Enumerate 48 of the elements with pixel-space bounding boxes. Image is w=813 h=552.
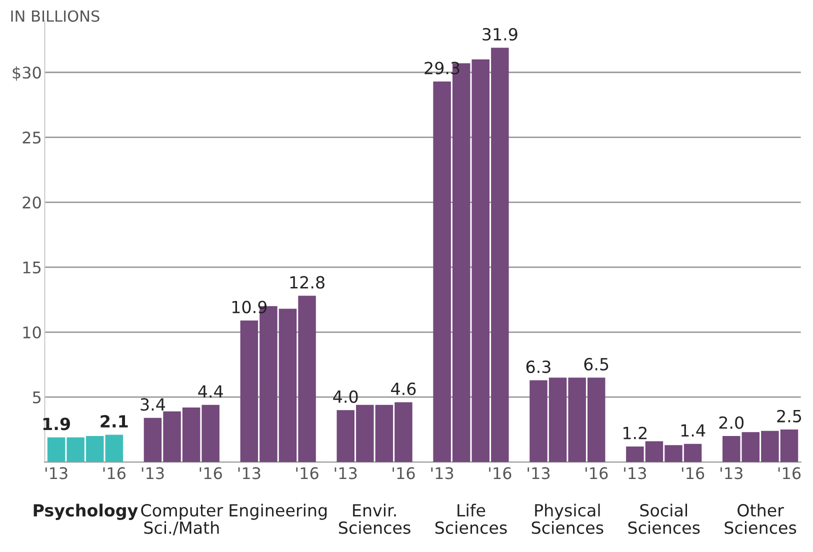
data-label: 3.4	[140, 398, 166, 411]
y-axis-title: IN BILLIONS	[11, 10, 100, 22]
x-tick-label: '16	[200, 467, 222, 480]
x-tick-label: '13	[45, 467, 68, 480]
text: Computer Sci./Math	[141, 504, 224, 536]
text: Physical Sciences	[532, 504, 604, 534]
x-tick-label: '16	[296, 467, 318, 480]
x-tick-label: '13	[334, 467, 357, 480]
data-label: 4.4	[198, 385, 223, 398]
data-label: 10.9	[232, 300, 267, 314]
y-tick-label: 25	[22, 132, 41, 144]
text: Engineering	[230, 504, 327, 520]
bar	[105, 434, 124, 462]
data-label: 1.2	[624, 426, 647, 440]
data-label: 12.8	[290, 276, 324, 289]
data-label: 2.5	[777, 410, 802, 422]
x-tick-label: '13	[142, 467, 164, 480]
x-tick-label: '13	[720, 467, 742, 480]
text: Other Sciences	[724, 504, 796, 534]
x-tick-label: '13	[238, 467, 260, 480]
y-tick-label: 5	[33, 392, 41, 404]
x-tick-label: '13	[528, 467, 550, 480]
x-tick-label: '13	[624, 467, 646, 480]
x-tick-label: '13	[431, 467, 454, 480]
data-label: 4.0	[333, 390, 358, 403]
x-tick-label: '16	[489, 467, 512, 480]
y-tick-label: 15	[23, 262, 41, 274]
y-tick-label: 10	[23, 326, 41, 338]
y-tick-label: 20	[22, 196, 41, 209]
x-tick-label: '16	[586, 467, 608, 480]
y-tick-label: $30	[12, 66, 41, 81]
x-tick-label: '16	[682, 467, 704, 480]
data-label: 6.3	[526, 360, 550, 374]
text: Life Sciences	[435, 504, 507, 534]
text: Social Sciences	[628, 504, 700, 534]
data-label: 4.6	[391, 382, 416, 396]
x-tick-label: '16	[778, 467, 801, 480]
x-tick-label: '16	[392, 467, 415, 480]
data-label: 6.5	[584, 358, 608, 370]
data-label: 2.0	[719, 416, 744, 429]
x-tick-label: '16	[103, 467, 126, 480]
text: Envir. Sciences	[338, 504, 410, 534]
data-label: 1.9	[43, 418, 70, 430]
data-label: 31.9	[482, 28, 518, 41]
data-label: 1.4	[681, 424, 706, 436]
text: Psychology	[34, 504, 138, 520]
bar	[722, 436, 740, 462]
data-label: 2.1	[100, 415, 128, 428]
